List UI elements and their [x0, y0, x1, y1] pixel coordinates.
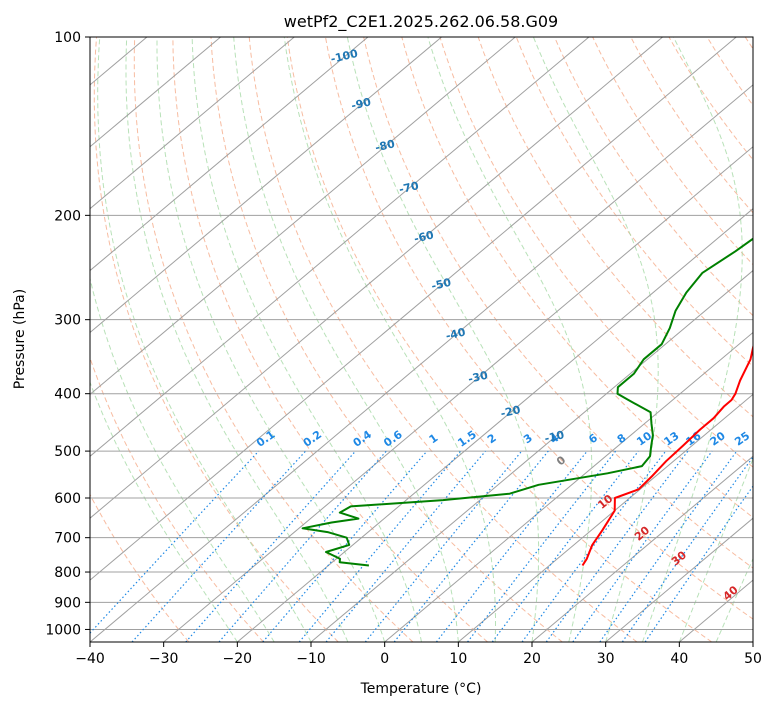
isotherm-gridline [90, 37, 737, 581]
isotherm-label: -20 [499, 403, 522, 420]
isotherm-label: -30 [467, 369, 490, 386]
moist-adiabat-line [125, 37, 349, 642]
x-tick-label: 30 [597, 651, 615, 667]
dry-adiabat-line [248, 37, 638, 642]
moist-adiabat-line [90, 380, 238, 642]
y-tick-label: 400 [54, 387, 81, 403]
mixing-ratio-line [491, 450, 639, 642]
y-tick-label: 100 [54, 30, 81, 46]
isotherm-label: -80 [374, 137, 397, 154]
mixing-ratio-line [218, 450, 387, 642]
isotherm-gridline [237, 208, 753, 642]
isotherm-label: -70 [398, 179, 421, 196]
dry-adiabat-line [477, 37, 753, 418]
y-tick-label: 200 [54, 208, 81, 224]
isobar-gridlines [90, 37, 753, 630]
dry-adiabat-line [90, 356, 264, 642]
x-tick-label: 20 [523, 651, 541, 667]
y-tick-label: 500 [54, 444, 81, 460]
chart-title: wetPf2_C2E1.2025.262.06.58.G09 [284, 12, 558, 32]
mixing-ratio-line [572, 450, 713, 642]
isotherm-gridline [163, 146, 753, 642]
dry-adiabats [90, 37, 753, 642]
mixing-ratio-line [599, 450, 738, 642]
dry-adiabat-line [210, 37, 563, 642]
moist-adiabat-line [156, 37, 386, 642]
x-tick-label: −10 [296, 651, 326, 667]
x-tick-label: −40 [75, 651, 105, 667]
isotherm-gridlines [90, 37, 753, 642]
mixing-ratio-line [621, 456, 753, 642]
y-tick-label: 700 [54, 531, 81, 547]
mixing-ratio-line [545, 450, 689, 642]
isotherm-label: -100 [329, 47, 359, 66]
x-tick-label: −30 [149, 651, 179, 667]
moist-adiabat-line [191, 37, 422, 642]
moist-adiabat-line [233, 37, 459, 642]
dry-adiabat-line [324, 37, 753, 620]
isotherm-label: -50 [430, 276, 453, 293]
isotherm-gridline [458, 393, 753, 642]
isotherm-gridline [90, 37, 369, 272]
y-tick-label: 1000 [45, 622, 81, 638]
isotherm-gridline [90, 37, 442, 334]
moist-adiabat-line [283, 37, 496, 642]
dry-adiabat-line [553, 37, 753, 317]
mixing-ratio-line [325, 450, 486, 642]
y-tick-label: 800 [54, 565, 81, 581]
isotherm-gridline [384, 331, 753, 642]
y-tick-label: 300 [54, 313, 81, 329]
x-tick-label: 0 [380, 651, 389, 667]
dry-adiabat-line [93, 37, 339, 642]
isotherm-gridline [531, 455, 753, 642]
plot-area: 0.10.20.40.611.52346810131620253036-100-… [90, 37, 753, 642]
moist-adiabat-line [532, 37, 659, 642]
isotherm-label: -40 [444, 326, 467, 343]
mixing-ratio-line [393, 450, 549, 642]
isotherm-gridline [90, 37, 295, 210]
plot-frame [89, 36, 754, 643]
dry-adiabat-line [363, 37, 753, 569]
isotherm-gridline [90, 37, 221, 148]
y-axis-label: Pressure (hPa) [12, 289, 28, 389]
x-tick-label: 40 [670, 651, 688, 667]
mixing-ratio-line [521, 450, 667, 642]
y-tick-label: 600 [54, 491, 81, 507]
x-tick-label: 50 [744, 651, 762, 667]
mixing-ratio-line [644, 485, 753, 642]
mixing-ratio-line [90, 450, 260, 634]
moist-adiabat-line [642, 37, 743, 642]
isotherm-gridline [90, 37, 516, 396]
x-tick-label: −20 [223, 651, 253, 667]
mixing-ratio-line [298, 450, 462, 642]
isotherm-gridline [90, 84, 753, 642]
dry-adiabat-line [286, 37, 712, 642]
x-axis-label: Temperature (°C) [360, 681, 482, 697]
isotherm-gridline [90, 37, 590, 457]
isotherm-label: -10 [543, 428, 566, 445]
isotherm-label: -60 [413, 228, 436, 245]
isotherm-gridline [90, 37, 663, 519]
isotherm-gridline [605, 517, 753, 642]
y-tick-label: 900 [54, 595, 81, 611]
dewpoint-series-line [301, 237, 753, 567]
temperature-series-line [581, 343, 753, 567]
mixing-ratio-line [131, 450, 307, 642]
mixing-ratio-line [185, 450, 356, 642]
isotherm-label: -90 [350, 95, 373, 112]
dry-adiabat-line [172, 37, 488, 642]
mixing-ratio-lines [90, 450, 753, 642]
y-axis-ticks: 100 200 300 400 500 600 700 800 900 1000 [45, 30, 90, 638]
x-tick-label: 10 [449, 651, 467, 667]
mixing-ratio-line [364, 450, 523, 642]
x-axis-ticks: −40 −30 −20 −10 0 10 20 30 40 50 [75, 642, 762, 667]
isotherm-gridline [310, 269, 753, 642]
